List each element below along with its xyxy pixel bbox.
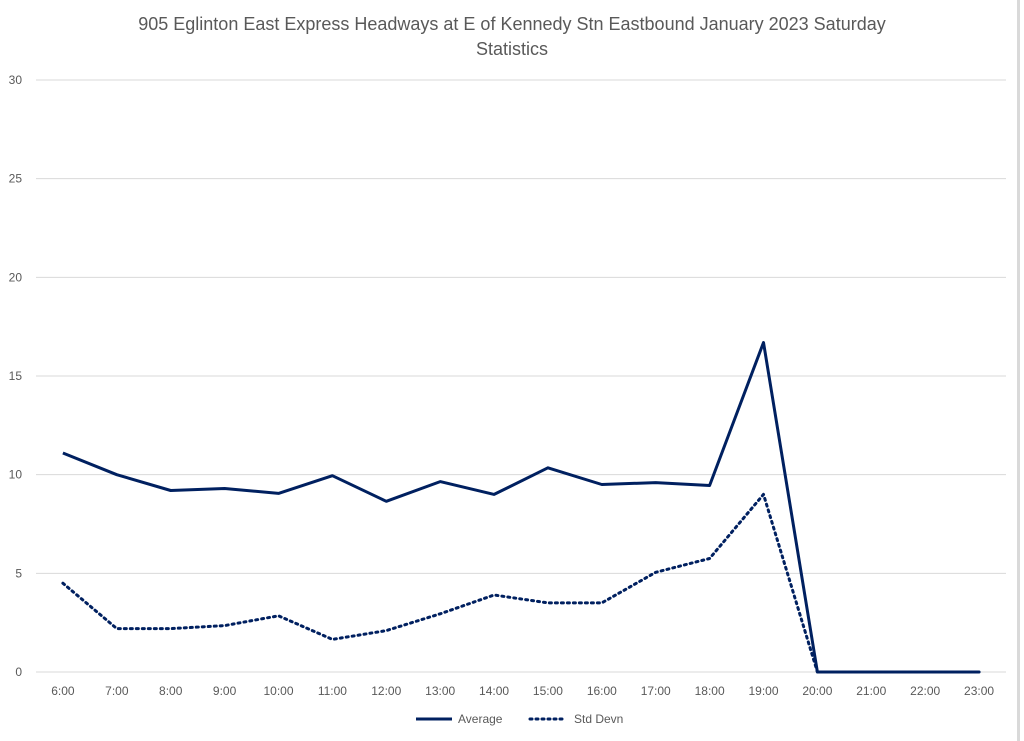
chart-title-line2: Statistics xyxy=(475,39,549,59)
chart-title-line1: 905 Eglinton East Express Headways at E … xyxy=(138,14,886,34)
series-lines xyxy=(61,341,981,674)
legend-label: Std Devn xyxy=(574,712,623,726)
x-tick-label: 21:00 xyxy=(856,684,886,698)
y-tick-label: 25 xyxy=(9,172,23,186)
x-tick-label: 9:00 xyxy=(213,684,237,698)
x-tick-label: 11:00 xyxy=(318,684,347,698)
legend: Average Std Devn xyxy=(416,712,623,726)
x-tick-label: 17:00 xyxy=(641,684,671,698)
x-tick-label: 15:00 xyxy=(533,684,563,698)
y-tick-label: 5 xyxy=(15,566,22,580)
y-axis-ticks: 0 5 10 15 20 25 30 xyxy=(9,73,23,679)
x-tick-label: 19:00 xyxy=(748,684,778,698)
chart-title: 905 Eglinton East Express Headways at E … xyxy=(0,12,1024,62)
x-tick-label: 6:00 xyxy=(51,684,75,698)
gridlines xyxy=(36,79,1006,673)
y-tick-label: 15 xyxy=(9,369,23,383)
std-devn-line xyxy=(61,492,981,674)
x-tick-label: 7:00 xyxy=(105,684,129,698)
x-axis-ticks: 6:00 7:00 8:00 9:00 10:00 11:00 12:00 13:00 14:0… xyxy=(51,684,994,698)
window-edge xyxy=(1017,0,1020,741)
x-tick-label: 22:00 xyxy=(910,684,940,698)
y-tick-label: 30 xyxy=(9,73,23,87)
x-tick-label: 10:00 xyxy=(263,684,293,698)
x-tick-label: 14:00 xyxy=(479,684,509,698)
x-tick-label: 13:00 xyxy=(425,684,455,698)
x-tick-label: 23:00 xyxy=(964,684,994,698)
y-tick-label: 10 xyxy=(9,468,23,482)
x-tick-label: 20:00 xyxy=(802,684,832,698)
x-tick-label: 12:00 xyxy=(371,684,401,698)
x-tick-label: 8:00 xyxy=(159,684,183,698)
x-tick-label: 16:00 xyxy=(587,684,617,698)
y-tick-label: 20 xyxy=(9,270,23,284)
average-line xyxy=(62,341,980,674)
x-tick-label: 18:00 xyxy=(695,684,725,698)
legend-label: Average xyxy=(458,712,503,726)
y-tick-label: 0 xyxy=(15,665,22,679)
